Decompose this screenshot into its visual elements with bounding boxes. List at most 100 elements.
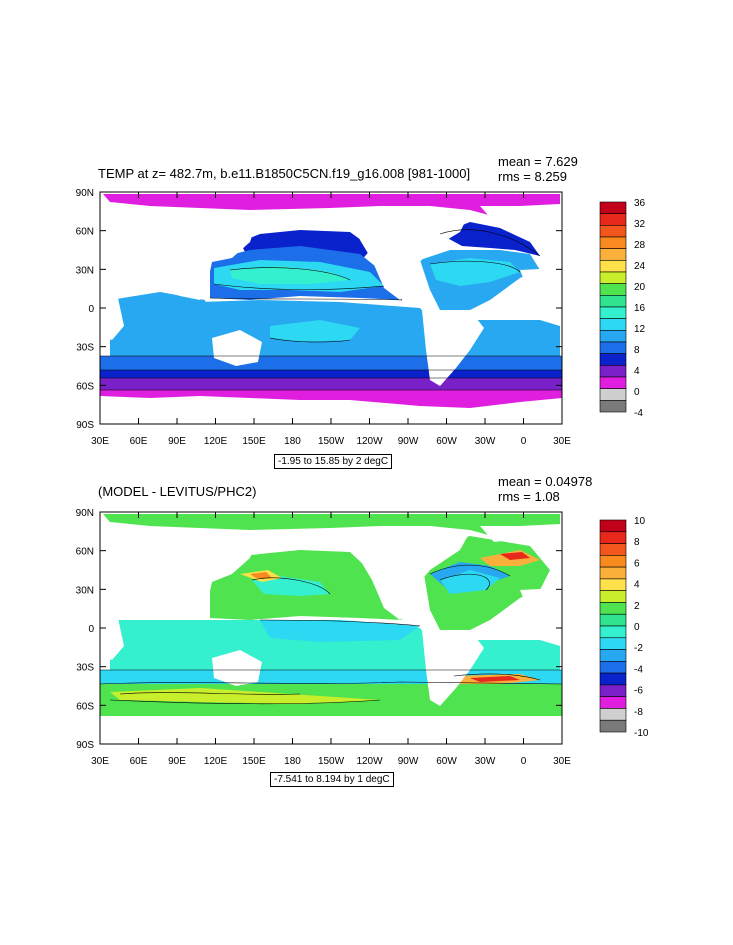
x-tick-label: 120E xyxy=(204,756,228,767)
top-southern-band-blue xyxy=(100,356,562,370)
x-tick-label: 30W xyxy=(475,756,496,767)
colorbar-swatch xyxy=(599,625,627,639)
bottom-southern-yellow xyxy=(110,688,380,704)
colorbar-label: 0 xyxy=(634,622,640,633)
bottom-land-australia xyxy=(212,650,262,686)
bottom-contour-range: -7.541 to 8.194 by 1 degC xyxy=(270,772,394,787)
colorbar-swatch xyxy=(599,661,627,674)
top-rms-label: rms = 8.259 xyxy=(498,169,568,184)
top-land-greenland xyxy=(480,206,520,222)
y-tick-label: 90S xyxy=(76,420,94,431)
colorbar-swatch xyxy=(599,248,627,261)
colorbar-swatch xyxy=(599,590,627,603)
y-tick-label: 60N xyxy=(76,547,94,558)
bottom-land-greenland xyxy=(480,526,520,542)
colorbar-label: 28 xyxy=(634,240,646,251)
colorbar-swatch xyxy=(599,649,627,662)
top-land-eurasia xyxy=(100,208,260,300)
colorbar-swatch xyxy=(599,566,627,580)
bottom-arctic-ocean xyxy=(103,514,560,538)
bottom-contour-lines xyxy=(99,564,563,705)
colorbar-label: -10 xyxy=(634,728,649,739)
colorbar-swatch xyxy=(599,283,627,296)
top-land-south-america xyxy=(422,310,484,386)
top-map-title: TEMP at z= 482.7m, b.e11.B1850C5CN.f19_g… xyxy=(98,166,471,181)
colorbar-swatch xyxy=(599,613,627,627)
colorbar-label: 20 xyxy=(634,282,646,293)
x-tick-label: 90W xyxy=(398,436,419,447)
top-north-atlantic-deep xyxy=(440,222,540,256)
bottom-land-north-america xyxy=(350,528,470,620)
top-map-area xyxy=(99,191,563,425)
y-tick-label: 30S xyxy=(76,343,94,354)
colorbar-label: 10 xyxy=(634,516,646,527)
colorbar-label: -4 xyxy=(634,664,643,675)
colorbar-label: 12 xyxy=(634,324,646,335)
colorbar-swatch xyxy=(599,306,627,319)
x-tick-label: 60W xyxy=(436,756,457,767)
x-tick-label: 150E xyxy=(242,436,266,447)
top-south-pacific-warm xyxy=(270,320,360,342)
top-north-pacific-core xyxy=(230,266,350,284)
x-tick-label: 150W xyxy=(318,436,345,447)
colorbar-swatch xyxy=(599,543,627,556)
x-tick-label: 90E xyxy=(168,756,186,767)
bottom-map-title: (MODEL - LEVITUS/PHC2) xyxy=(98,484,257,499)
bottom-map-svg: 90N 60N 30N 0 30S 60S 90S 30E 60E 90E 120E 150E 180 1… xyxy=(76,508,649,767)
top-map-svg: 90N 60N 30N 0 30S 60S 90S 30E 60E 90E 120E 150E 180 1… xyxy=(76,188,646,447)
top-indian-ocean xyxy=(110,292,210,350)
bottom-map-area xyxy=(99,511,563,745)
colorbar-swatch xyxy=(599,295,627,308)
colorbar-label: 36 xyxy=(634,198,646,209)
y-tick-label: 60N xyxy=(76,227,94,238)
x-tick-label: 0 xyxy=(521,436,527,447)
top-contour-lines xyxy=(100,229,562,391)
colorbar-label: -6 xyxy=(634,686,643,697)
x-tick-label: 180 xyxy=(284,436,301,447)
colorbar-label: 0 xyxy=(634,387,640,398)
top-land-antarctica xyxy=(100,396,562,424)
colorbar-label: 6 xyxy=(634,558,640,569)
colorbar-swatch xyxy=(599,519,627,533)
x-tick-label: 60E xyxy=(130,756,148,767)
colorbar-swatch xyxy=(599,637,627,650)
bottom-land-antarctica xyxy=(100,716,562,744)
y-tick-label: 30N xyxy=(76,585,94,596)
top-colorbar: 36 32 28 24 20 16 12 8 4 0 -4 xyxy=(599,198,646,419)
bottom-mean-label: mean = 0.04978 xyxy=(498,474,593,489)
colorbar-swatch xyxy=(599,578,627,591)
colorbar-swatch xyxy=(599,365,627,378)
colorbar-label: -8 xyxy=(634,707,643,718)
colorbar-swatch xyxy=(599,201,627,214)
colorbar-swatch xyxy=(599,318,627,331)
colorbar-label: 2 xyxy=(634,601,640,612)
top-land-north-america xyxy=(350,208,470,300)
colorbar-label: 4 xyxy=(634,366,640,377)
colorbar-label: 4 xyxy=(634,580,640,591)
top-antarctic-shelf xyxy=(100,390,562,408)
colorbar-swatch xyxy=(599,376,627,389)
colorbar-label: -2 xyxy=(634,643,643,654)
colorbar-swatch xyxy=(599,341,627,354)
bottom-tropical-pacific xyxy=(260,620,420,642)
top-north-atlantic-warm xyxy=(430,258,520,286)
y-tick-label: 30N xyxy=(76,265,94,276)
y-tick-label: 0 xyxy=(88,624,94,635)
x-tick-label: 30E xyxy=(553,436,571,447)
x-tick-label: 60E xyxy=(130,436,148,447)
x-tick-label: 30E xyxy=(553,756,571,767)
colorbar-swatch xyxy=(599,696,627,709)
colorbar-swatch xyxy=(599,213,627,226)
top-arctic-ocean xyxy=(103,194,560,218)
colorbar-swatch xyxy=(599,602,627,615)
colorbar-swatch xyxy=(599,388,627,401)
colorbar-swatch xyxy=(599,672,627,686)
colorbar-swatch xyxy=(599,225,627,238)
top-land-australia xyxy=(212,330,262,366)
top-map-panel: TEMP at z= 482.7m, b.e11.B1850C5CN.f19_g… xyxy=(0,150,733,469)
y-tick-label: 60S xyxy=(76,701,94,712)
colorbar-label: 8 xyxy=(634,537,640,548)
colorbar-label: 8 xyxy=(634,345,640,356)
colorbar-label: 32 xyxy=(634,219,646,230)
x-tick-label: 60W xyxy=(436,436,457,447)
